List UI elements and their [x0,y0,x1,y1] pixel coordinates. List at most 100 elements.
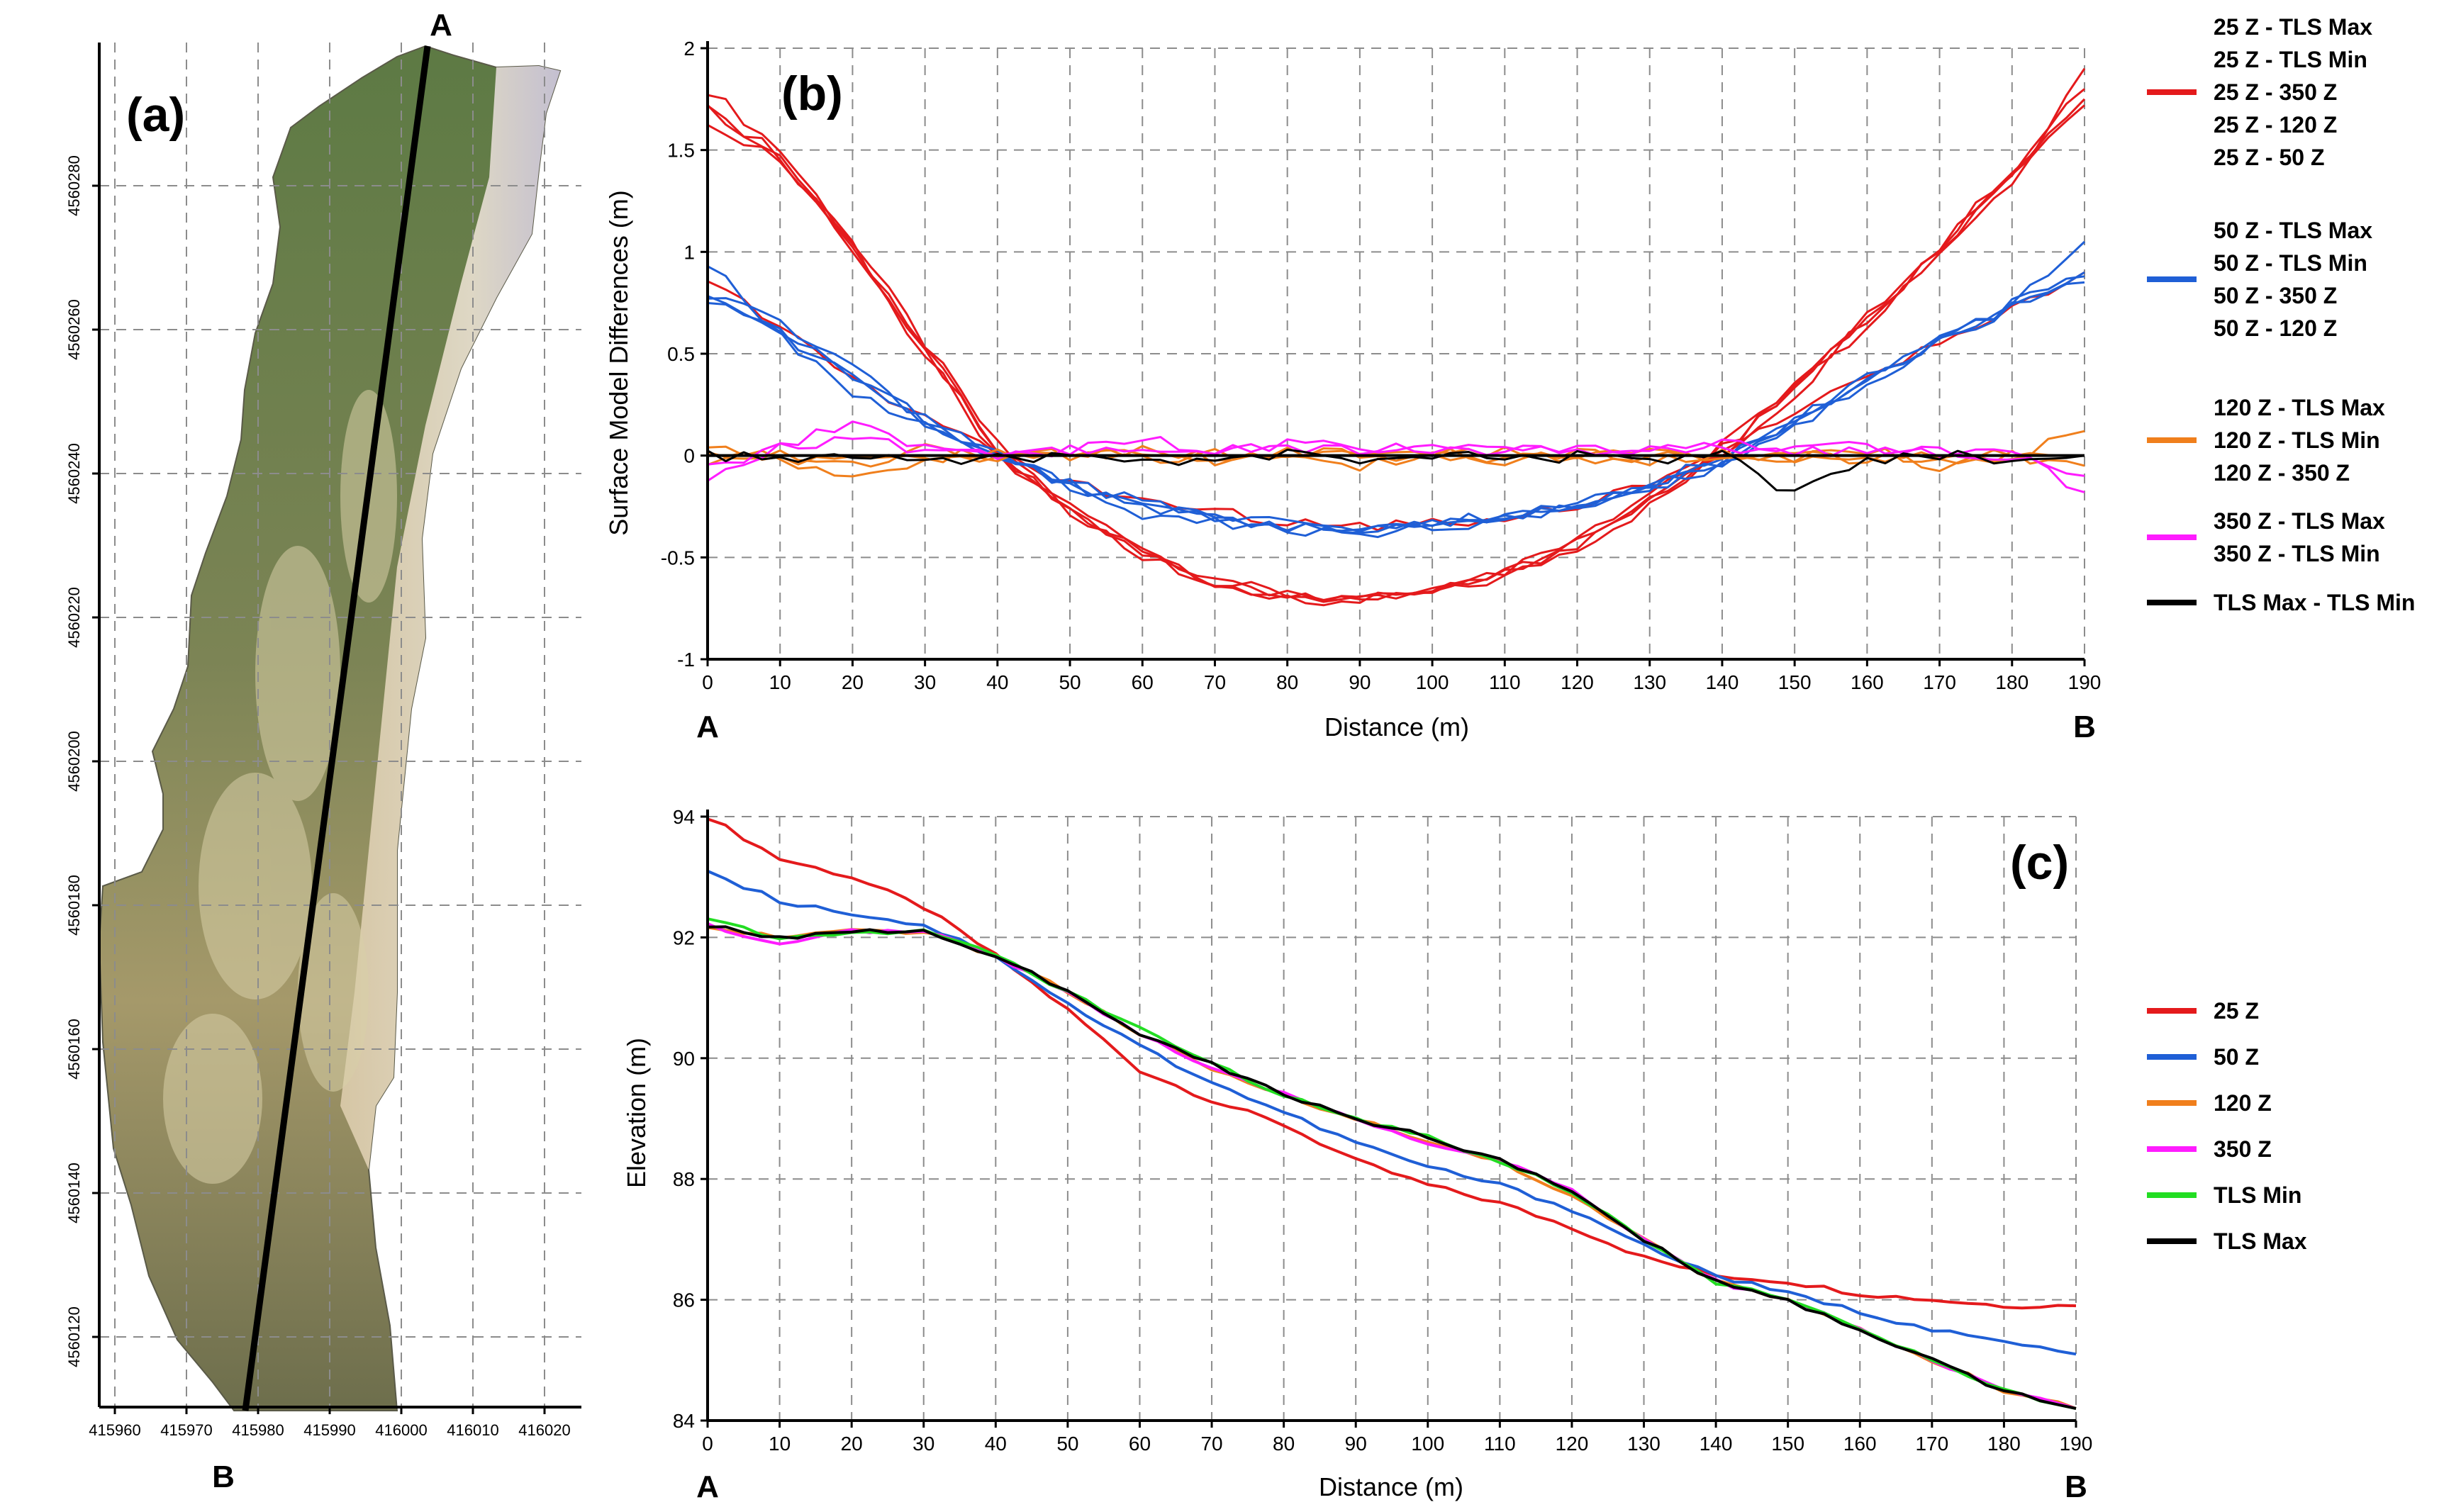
panel-b-tick-labels: 0 10 20 30 40 50 60 70 80 90 100 110 120 130 140 150 160… [661,38,2102,693]
legend-entry: 25 Z - TLS Min [2214,47,2367,72]
panel-b-x-axis-title: Distance (m) [1324,712,1469,741]
x-tick-label: 20 [841,1433,863,1455]
series-line-120-z-350-z [707,447,2085,466]
x-tick-label: 10 [769,1433,791,1455]
map-y-tick-label: 4560160 [65,1019,83,1080]
legend-entry: 25 Z - 50 Z [2214,145,2325,170]
panel-b-grid [707,47,2085,660]
y-tick-label: -0.5 [661,547,695,569]
x-tick-label: 170 [1915,1433,1948,1455]
legend-entry: 25 Z - 350 Z [2214,79,2337,105]
legend-entry: 350 Z [2214,1136,2272,1162]
panel-c-point-b: B [2065,1469,2087,1504]
panel-c-series [707,817,2077,1410]
x-tick-label: 140 [1706,671,1739,693]
legend-entry: 120 Z - TLS Min [2214,427,2380,453]
map-tick-labels: 415960 415970 415980 415990 416000 416010 4160… [65,155,571,1439]
x-tick-label: 50 [1059,671,1081,693]
legend-entry: 50 Z - TLS Min [2214,250,2367,276]
legend-entry: 350 Z - TLS Max [2214,508,2385,534]
map-x-tick-label: 415960 [89,1421,140,1439]
series-line-50-z [707,870,2077,1356]
series-line-tls-max-tls-min [707,448,2085,492]
x-tick-label: 90 [1349,671,1371,693]
panel-a-map: 415960 415970 415980 415990 416000 416010 4160… [65,8,581,1494]
series-line-50-z-350-z [707,271,2085,533]
y-tick-label: 0 [683,445,695,467]
x-tick-label: 30 [914,671,936,693]
map-grid [99,43,581,1407]
x-tick-label: 110 [1489,671,1521,693]
series-line-350-z-tls-min [707,436,2085,477]
map-x-tick-label: 415990 [303,1421,355,1439]
panel-c-y-axis-title: Elevation (m) [622,1038,651,1188]
panel-c-tick-labels: 0 10 20 30 40 50 60 70 80 90 100 110 120 130 140 150 160… [673,806,2093,1455]
panel-c-axes [706,810,2076,1422]
series-line-50-z-120-z [707,281,2085,533]
series-line-350-z-tls-max [707,420,2085,493]
legend-entry: TLS Max [2214,1228,2307,1254]
panel-b-point-b: B [2073,710,2096,744]
x-tick-label: 190 [2060,1433,2093,1455]
panel-c-legend: 25 Z 50 Z 120 Z 350 Z TLS Min TLS Max [2147,998,2307,1254]
legend-entry: TLS Min [2214,1182,2301,1208]
x-tick-label: 110 [1484,1433,1516,1455]
x-tick-label: 190 [2068,671,2102,693]
legend-entry: 50 Z - 350 Z [2214,283,2337,308]
legend-entry: 120 Z [2214,1090,2272,1116]
x-tick-label: 10 [769,671,791,693]
map-y-tick-label: 4560260 [65,299,83,360]
map-x-tick-label: 416000 [375,1421,427,1439]
map-point-b: B [212,1460,235,1494]
x-tick-label: 120 [1561,671,1594,693]
x-tick-label: 40 [986,671,1008,693]
orthophoto-beach [340,66,560,1170]
x-tick-label: 180 [1987,1433,2021,1455]
panel-b-point-a: A [696,710,719,744]
panel-b-legend: 25 Z - TLS Max 25 Z - TLS Min 25 Z - 350 Z… [2147,14,2415,615]
map-y-tick-label: 4560180 [65,875,83,936]
x-tick-label: 90 [1345,1433,1367,1455]
legend-entry: 120 Z - TLS Max [2214,395,2385,420]
series-line-25-z [707,817,2077,1310]
map-y-tick-label: 4560240 [65,443,83,504]
x-tick-label: 100 [1416,671,1449,693]
panel-b-series [706,67,2086,607]
x-tick-label: 170 [1923,671,1956,693]
series-line-tls-max [707,925,2077,1410]
x-tick-label: 80 [1273,1433,1295,1455]
legend-entry: 50 Z - TLS Max [2214,218,2372,243]
x-tick-label: 120 [1556,1433,1589,1455]
panel-c-chart: 0 10 20 30 40 50 60 70 80 90 100 110 120 130 140 150 160… [622,806,2307,1504]
panel-c-point-a: A [696,1469,719,1504]
x-tick-label: 180 [1995,671,2028,693]
series-line-25-z-tls-min [707,98,2086,603]
map-x-tick-label: 415980 [232,1421,284,1439]
x-tick-label: 130 [1633,671,1666,693]
panel-c-grid [707,816,2077,1421]
series-line-25-z-120-z [706,104,2085,601]
x-tick-label: 0 [702,1433,713,1455]
series-line-50-z-tls-max [707,240,2086,539]
orthophoto-bright-patches [163,390,397,1184]
y-tick-label: -1 [677,649,695,671]
map-y-tick-label: 4560280 [65,155,83,216]
map-point-a: A [430,8,452,43]
y-tick-label: 92 [673,926,695,948]
legend-entry: 50 Z - 120 Z [2214,315,2337,341]
y-tick-label: 88 [673,1168,695,1190]
map-x-tick-label: 415970 [160,1421,212,1439]
panel-b-axes [706,41,2085,661]
x-tick-label: 100 [1411,1433,1444,1455]
panel-b-chart: 0 10 20 30 40 50 60 70 80 90 100 110 120 130 140 150 160… [604,14,2415,744]
legend-entry: 25 Z - 120 Z [2214,112,2337,138]
x-tick-label: 0 [702,671,713,693]
series-line-25-z-50-z [707,271,2085,532]
x-tick-label: 130 [1627,1433,1661,1455]
y-tick-label: 2 [683,38,695,60]
series-line-25-z-350-z [707,88,2085,607]
legend-entry: 120 Z - 350 Z [2214,460,2350,486]
y-tick-label: 84 [673,1410,695,1432]
map-y-tick-label: 4560140 [65,1163,83,1223]
y-tick-label: 1.5 [667,140,695,162]
